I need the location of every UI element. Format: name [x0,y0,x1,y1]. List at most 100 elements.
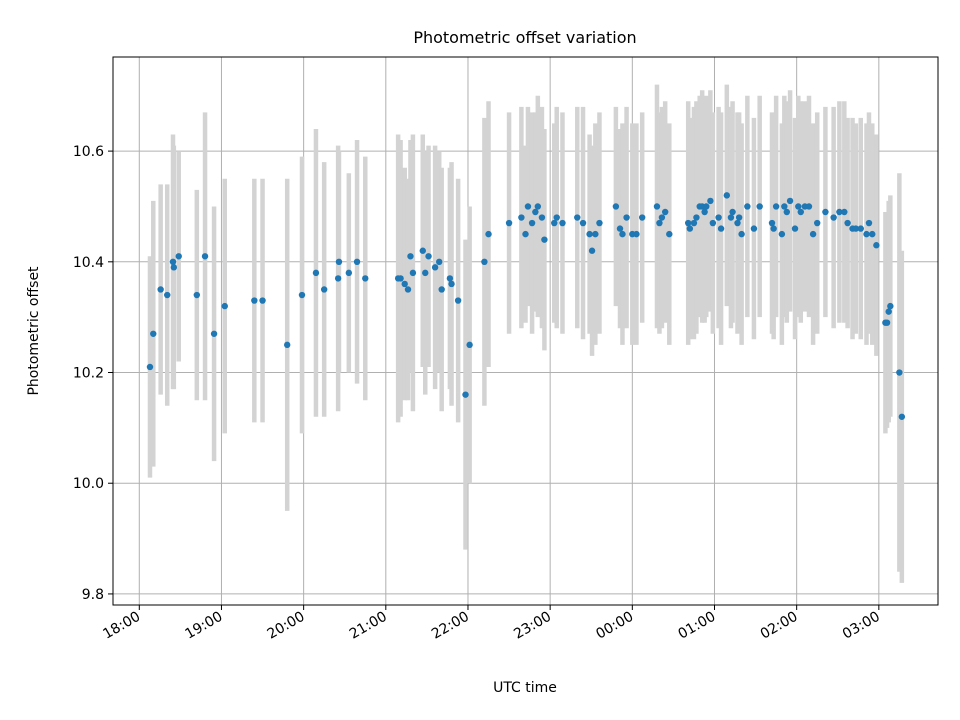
data-point [795,203,802,210]
x-axis-label: UTC time [493,680,557,696]
data-point [579,219,587,227]
data-point [170,264,178,271]
plot-frame [112,56,939,606]
data-point [320,286,328,293]
data-point [586,230,593,238]
y-tick-label: 10.2 [73,366,104,382]
data-point [857,225,864,232]
data-point [334,275,342,282]
data-point [865,219,873,227]
data-point [772,203,780,210]
data-point [822,208,829,216]
data-point [169,258,177,266]
data-point [454,297,462,304]
data-point [538,214,546,221]
data-point [438,286,445,293]
data-point [284,341,291,349]
data-point [481,258,488,266]
y-tick-label: 10.6 [73,144,104,160]
chart-title: Photometric offset variation [413,28,636,47]
data-point [407,253,414,260]
data-point [422,269,429,277]
data-point [734,219,741,227]
data-point [735,214,743,221]
data-point [885,308,892,315]
data-point [193,291,201,299]
data-point [401,280,408,288]
data-point [146,363,154,371]
data-point [534,203,542,210]
data-point [852,225,860,232]
data-point [841,208,848,216]
data-point [707,197,714,205]
data-point [869,230,876,238]
data-point [419,247,426,254]
data-point [633,230,640,238]
data-point [616,225,624,232]
data-point [738,230,745,238]
data-point [666,230,673,238]
data-point [397,275,404,282]
data-point [466,341,473,349]
y-axis-label: Photometric offset [26,266,42,396]
data-point [661,208,669,216]
data-point [727,214,735,221]
data-point [409,269,417,277]
data-point [596,219,603,227]
data-point [701,208,708,216]
data-point [836,208,843,216]
data-point [684,219,692,227]
y-tick-label: 10.0 [73,476,104,492]
data-point [175,253,182,260]
data-point [623,214,630,221]
data-point [532,208,539,216]
data-point [898,413,906,420]
data-point [750,225,758,232]
data-point [345,269,353,277]
data-point [656,219,663,227]
data-point [541,236,548,243]
data-point [770,225,777,232]
data-point [362,275,369,282]
data-point [658,214,666,221]
data-point [553,214,560,221]
data-point [873,242,880,249]
data-point [883,319,891,326]
data-point [830,214,837,221]
data-point [715,214,722,221]
data-point [251,297,258,304]
data-point [768,219,776,227]
data-point [805,203,813,210]
data-point [559,219,566,227]
data-point [201,253,209,260]
data-point [404,286,412,293]
data-point [887,302,894,310]
data-point [703,203,710,210]
data-point [709,219,717,227]
data-point [312,269,320,277]
data-point [844,219,851,227]
data-point [592,230,599,238]
data-point [298,291,306,299]
data-point [588,247,596,254]
data-point [522,230,529,238]
data-point [436,258,443,266]
data-point [524,203,532,210]
data-point [717,225,725,232]
data-point [690,219,698,227]
data-point [783,208,791,216]
data-points [146,192,906,420]
data-point [574,214,581,221]
data-point [744,203,751,210]
data-point [778,230,786,238]
data-point [210,330,218,337]
data-point [431,264,439,271]
data-point [612,203,620,210]
data-point [448,280,455,288]
data-point [353,258,361,266]
data-point [729,208,736,216]
data-point [638,214,646,221]
data-point [551,219,558,227]
